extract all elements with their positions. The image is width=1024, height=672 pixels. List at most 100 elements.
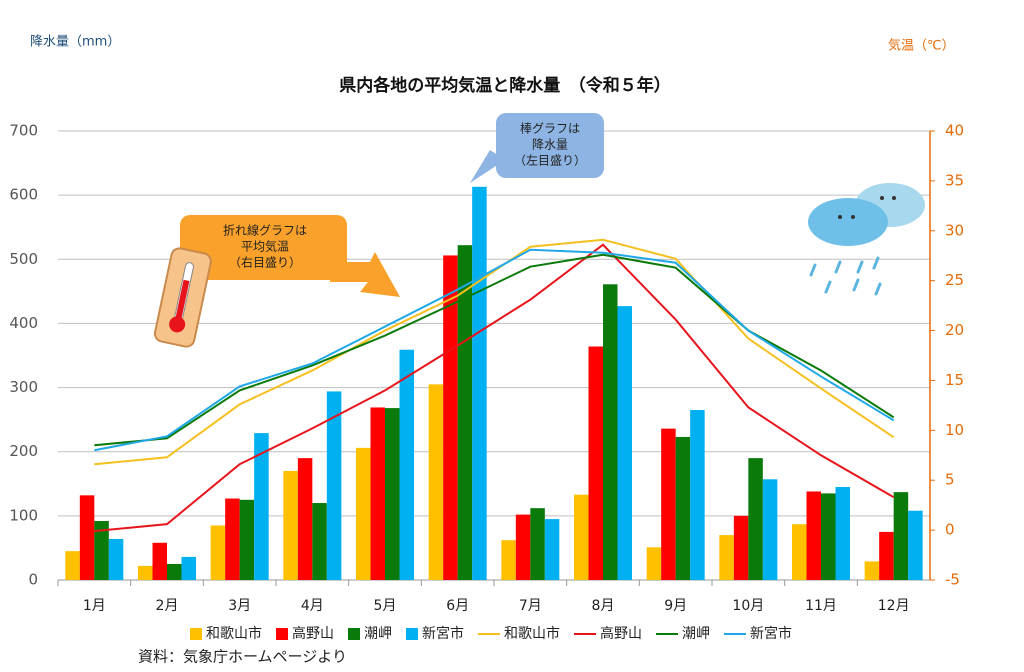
bar [733,515,749,580]
bar [94,520,109,580]
y2-tick-label: 15 [945,371,964,389]
bar [908,510,923,580]
legend-label: 新宮市 [750,625,792,642]
line [94,248,895,452]
bar [225,498,240,580]
y-tick-label: 600 [9,186,38,204]
bar [356,447,371,580]
bar [428,384,444,580]
bar [646,547,662,580]
y-tick-label: 100 [9,506,38,524]
y2-tick-label: 30 [945,221,964,239]
legend-label: 新宮市 [422,625,464,642]
bar [515,514,531,580]
legend-swatch [276,628,288,640]
bar [792,524,807,580]
y-tick-label: 200 [9,442,38,460]
callout-text: （左目盛り） [514,153,586,168]
callout-text: 平均気温 [241,239,289,254]
line [94,238,895,466]
bar [79,495,95,580]
callout-box [496,113,604,178]
x-tick-label: 8月 [592,598,615,614]
callout-box [180,215,347,280]
x-tick-label: 5月 [374,598,397,614]
bar [297,458,313,580]
callout-text: 折れ線グラフは [223,223,307,238]
y2-tick-label: 0 [945,521,955,539]
bar [835,486,850,580]
x-tick-label: 1月 [83,598,106,614]
bar [370,407,385,580]
bar [312,503,327,580]
callout-bars: 棒グラフは 降水量 （左目盛り） [470,113,604,183]
y2-tick-label: 35 [945,171,964,189]
bar [283,470,298,580]
source: 資料：気象庁ホームページより [138,648,347,666]
x-tick-label: 11月 [805,598,837,614]
y-tick-label: 300 [9,378,38,396]
y-tick-label: 400 [9,314,38,332]
bar [603,284,618,580]
callout-arrow [330,252,400,297]
y2-axis-label: 気温（℃） [888,38,955,54]
bar [675,436,691,580]
y2-tick-label: 10 [945,421,964,439]
bar [544,519,560,580]
x-tick-label: 2月 [156,598,179,614]
y2-tick-label: 20 [945,321,964,339]
bar [748,458,763,580]
thermometer-icon [153,247,212,348]
bar [690,410,705,580]
callout-lines: 折れ線グラフは 平均気温 （右目盛り） [180,215,400,297]
legend-swatch [348,628,360,640]
bar [574,494,589,580]
bar [661,428,676,580]
bar [239,499,255,580]
x-tick-label: 4月 [301,598,324,614]
bar [326,391,342,580]
y-tick-label: 0 [28,571,38,589]
bar [65,551,80,580]
y2-tick-label: 5 [945,471,955,489]
bar [399,349,414,580]
bar [138,565,153,580]
bar [617,306,632,580]
x-tick-label: 6月 [446,598,469,614]
bar [762,479,778,580]
y-axis-label: 降水量（mm） [30,35,120,50]
y-tick-label: 500 [9,250,38,268]
y2-tick-label: -5 [945,571,960,589]
legend-label: 和歌山市 [504,625,560,642]
legend-label: 高野山 [600,625,642,642]
bar [719,535,734,580]
bar [152,542,167,580]
bar [501,540,516,580]
bar [472,186,487,580]
line [94,243,895,533]
cloud-icon [808,183,925,296]
legend-swatch [406,628,418,640]
bar [385,408,400,580]
bar [254,433,269,580]
chart-title: 県内各地の平均気温と降水量 （令和５年） [339,75,671,96]
x-tick-label: 10月 [732,598,764,614]
y-tick-label: 700 [9,122,38,140]
y2-tick-label: 25 [945,271,964,289]
legend-label: 高野山 [292,625,334,642]
bar [443,255,458,581]
legend-label: 和歌山市 [206,625,262,642]
bar [210,525,226,580]
plot: 0 100 200 300 400 500 600 700 -5 0 5 10 15 20 25 30 35 40… [9,122,964,643]
legend-swatch [190,628,202,640]
bar [806,491,821,580]
legend-label: 潮岬 [682,626,710,642]
bar [864,561,880,580]
bar [588,346,603,580]
callout-text: 棒グラフは [520,122,580,136]
x-tick-label: 3月 [228,598,251,614]
bar [457,245,473,580]
line [94,253,895,447]
